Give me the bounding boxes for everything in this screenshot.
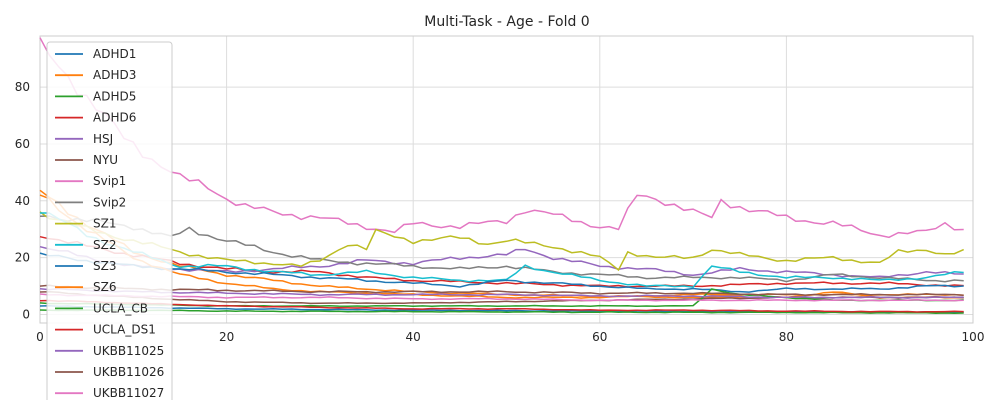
x-tick-label: 60 — [592, 330, 607, 344]
y-tick-label: 20 — [15, 251, 30, 265]
legend-label-nyu: NYU — [93, 153, 118, 167]
series-line-ukbb11025 — [39, 287, 964, 299]
x-tick-label: 40 — [406, 330, 421, 344]
legend-label-sz1: SZ1 — [93, 217, 116, 231]
y-tick-label: 0 — [22, 307, 30, 321]
x-tick-label: 20 — [219, 330, 234, 344]
x-axis-ticks: 0 20 40 60 80 100 — [36, 330, 984, 344]
series-line-sz2 — [40, 212, 964, 288]
plot-area — [39, 35, 974, 324]
legend: ADHD1 ADHD3 ADHD5 ADHD6 HSJ NYU Svip1 Svip2 SZ1 S… — [46, 41, 173, 400]
chart-title: Multi-Task - Age - Fold 0 — [424, 14, 589, 30]
y-axis-ticks: 0 20 40 60 80 — [15, 80, 30, 321]
legend-label-sz6: SZ6 — [93, 280, 116, 294]
legend-label-ukbb11025: UKBB11025 — [93, 344, 164, 358]
x-tick-label: 80 — [779, 330, 794, 344]
legend-label-svip2: Svip2 — [93, 195, 126, 209]
legend-label-ucla-ds1: UCLA_DS1 — [93, 323, 156, 337]
legend-label-svip1: Svip1 — [93, 174, 126, 188]
legend-label-ukbb11026: UKBB11026 — [93, 365, 164, 379]
legend-box — [46, 41, 173, 400]
series-line-ucla-ds1 — [39, 299, 964, 313]
series-line-sz1 — [39, 211, 964, 272]
legend-label-adhd6: ADHD6 — [93, 111, 136, 125]
y-tick-label: 40 — [15, 194, 30, 208]
series-line-hsj — [39, 245, 964, 278]
x-tick-label: 100 — [962, 330, 985, 344]
legend-label-sz2: SZ2 — [93, 238, 116, 252]
series-line-svip1 — [39, 37, 964, 239]
y-tick-label: 80 — [15, 80, 30, 94]
legend-label-sz3: SZ3 — [93, 259, 116, 273]
series-line-sz3 — [39, 252, 964, 293]
series-line-svip2 — [39, 215, 964, 283]
series-line-ukbb11026 — [39, 284, 964, 297]
x-tick-label: 0 — [36, 330, 44, 344]
legend-label-ucla-cb: UCLA_CB — [93, 301, 148, 315]
y-tick-label: 60 — [15, 137, 30, 151]
legend-label-adhd5: ADHD5 — [93, 89, 136, 103]
series-lines — [39, 37, 964, 315]
legend-label-ukbb11027: UKBB11027 — [93, 386, 164, 400]
legend-label-adhd3: ADHD3 — [93, 68, 136, 82]
series-line-adhd5 — [39, 309, 964, 315]
legend-label-hsj: HSJ — [93, 132, 113, 146]
legend-label-adhd1: ADHD1 — [93, 47, 136, 61]
series-line-ukbb11027 — [39, 293, 964, 302]
